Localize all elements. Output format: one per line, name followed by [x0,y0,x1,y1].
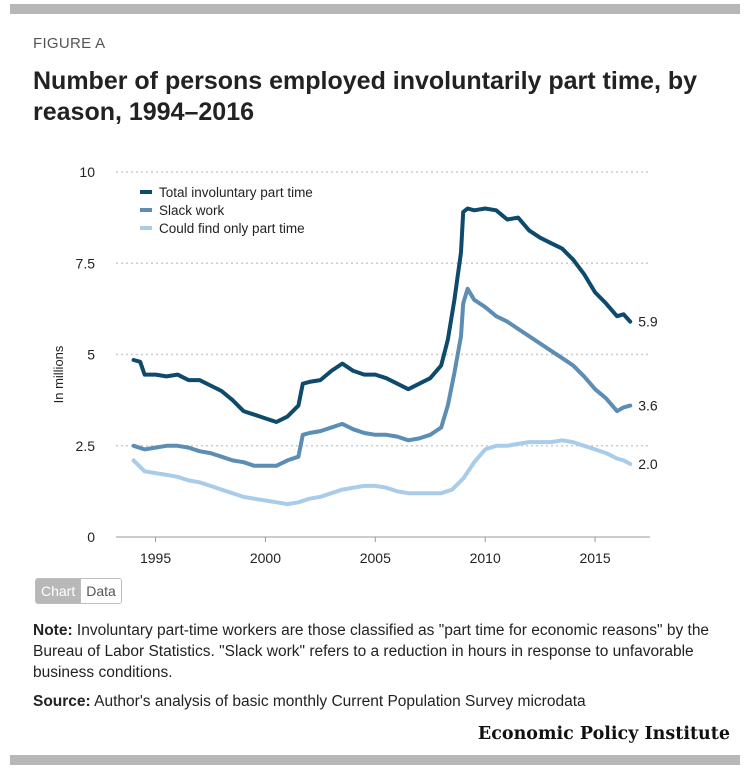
source: Source: Author's analysis of basic month… [33,691,723,712]
note-text: Involuntary part-time workers are those … [33,622,710,681]
y-tick-label: 7.5 [76,255,96,271]
legend-label: Slack work [159,203,225,218]
tab-data[interactable]: Data [80,579,121,603]
top-border [10,4,740,14]
x-tick-label: 2015 [579,550,610,566]
end-value-label: 2.0 [638,456,658,472]
view-tabs: Chart Data [35,578,122,604]
note: Note: Involuntary part-time workers are … [33,620,723,683]
y-tick-label: 0 [87,529,95,545]
x-tick-label: 2000 [250,550,281,566]
x-tick-label: 2010 [470,550,501,566]
x-tick-label: 2005 [360,550,391,566]
figure-label: FIGURE A [33,35,106,52]
x-tick-label: 1995 [140,550,171,566]
y-axis-title: In millions [51,345,66,403]
legend-label: Total involuntary part time [159,185,313,200]
line-chart: 0 2.5 5 7.5 10 1995 2000 2005 2010 2015 In million… [51,164,658,566]
y-tick-label: 5 [87,347,95,363]
source-text: Author's analysis of basic monthly Curre… [94,693,586,710]
note-label: Note: [33,622,73,639]
series-line-could-find-only [131,438,633,507]
series-line-slack-work [131,286,633,468]
epi-logo: Economic Policy Institute [477,724,730,744]
y-tick-label: 10 [79,164,95,180]
series-line-total [131,206,633,424]
source-label: Source: [33,693,91,710]
y-tick-label: 2.5 [76,438,96,454]
end-value-label: 3.6 [638,398,658,414]
legend-label: Could find only part time [159,221,305,236]
bottom-border [10,755,740,765]
tab-chart[interactable]: Chart [36,579,81,603]
chart-title: Number of persons employed involuntarily… [33,67,698,126]
end-value-label: 5.9 [638,314,658,330]
